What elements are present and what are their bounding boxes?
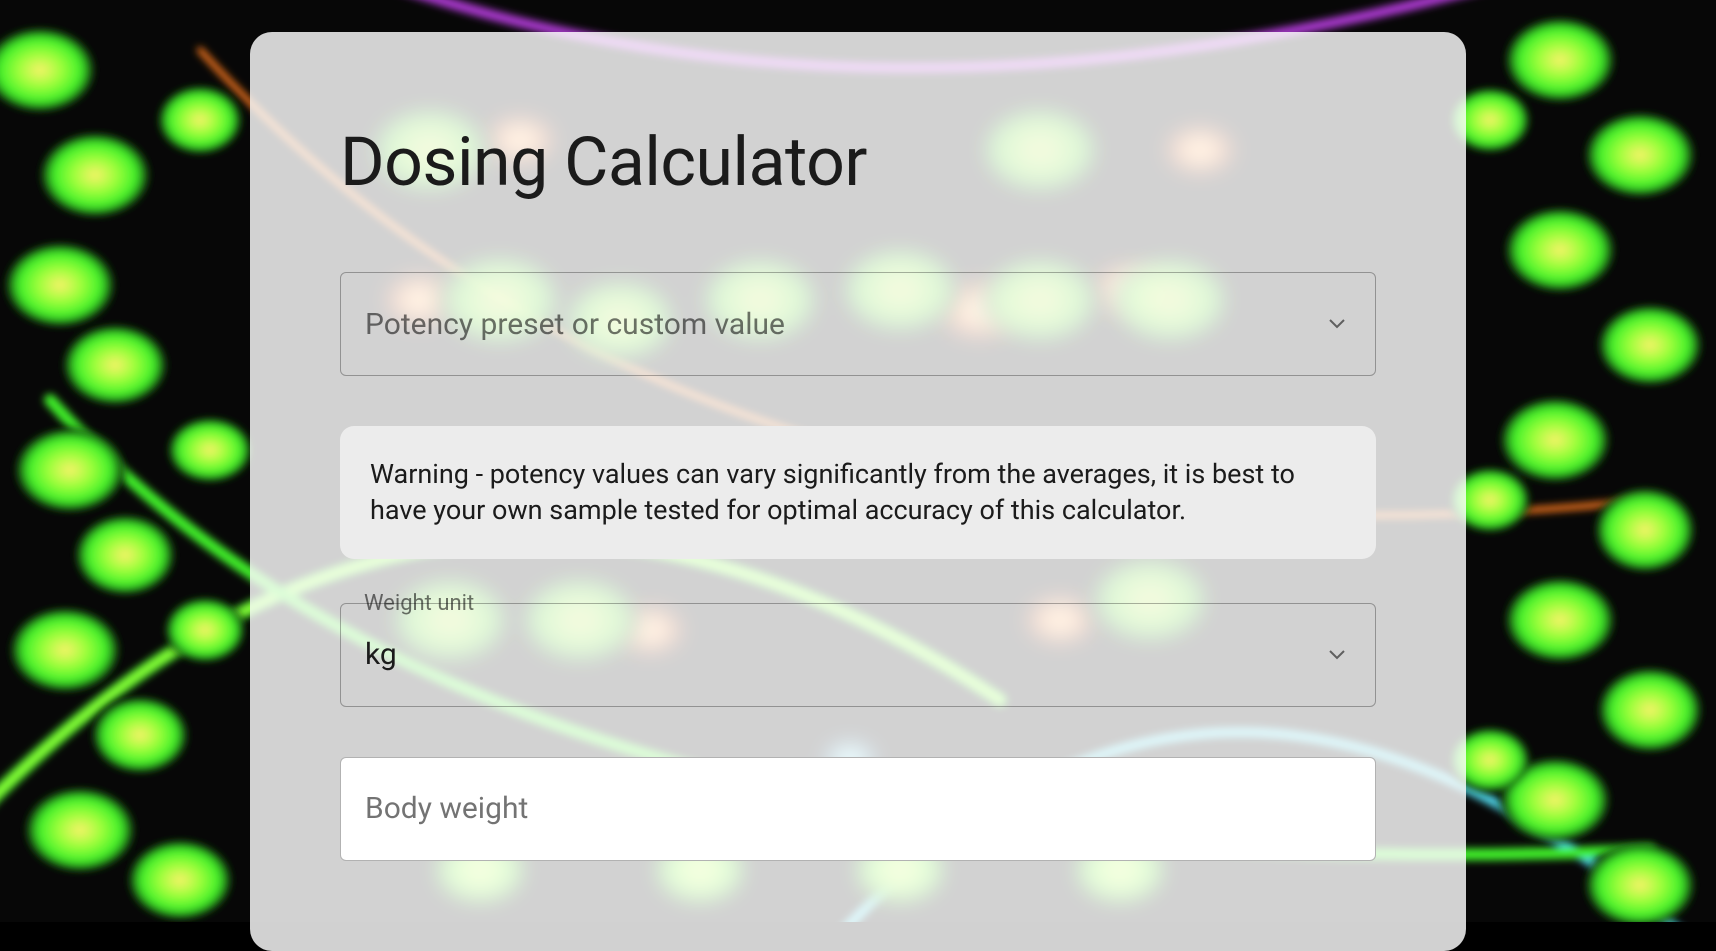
potency-select-placeholder: Potency preset or custom value (365, 307, 785, 342)
chevron-down-icon (1323, 641, 1351, 669)
weight-unit-select[interactable]: kg (340, 603, 1376, 707)
page-title: Dosing Calculator (340, 122, 1376, 202)
weight-unit-field: Weight unit kg (340, 603, 1376, 707)
calculator-card: Dosing Calculator Potency preset or cust… (250, 32, 1466, 951)
weight-unit-label: Weight unit (358, 591, 480, 616)
potency-warning: Warning - potency values can vary signif… (340, 426, 1376, 559)
body-weight-field (340, 757, 1376, 861)
body-weight-input[interactable] (340, 757, 1376, 861)
weight-unit-value: kg (365, 637, 397, 672)
potency-select[interactable]: Potency preset or custom value (340, 272, 1376, 376)
chevron-down-icon (1323, 310, 1351, 338)
potency-select-field: Potency preset or custom value (340, 272, 1376, 376)
